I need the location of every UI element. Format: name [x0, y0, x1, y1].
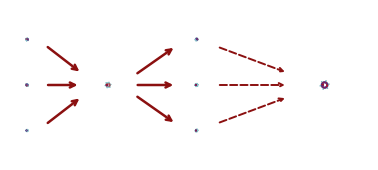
- Ellipse shape: [323, 87, 324, 88]
- Ellipse shape: [325, 82, 326, 83]
- Ellipse shape: [325, 87, 326, 88]
- Ellipse shape: [322, 85, 323, 86]
- Ellipse shape: [322, 83, 323, 84]
- Ellipse shape: [322, 84, 323, 85]
- Ellipse shape: [324, 82, 325, 83]
- Ellipse shape: [106, 85, 107, 86]
- Ellipse shape: [326, 86, 327, 87]
- Ellipse shape: [322, 86, 323, 87]
- Ellipse shape: [322, 84, 323, 85]
- Ellipse shape: [324, 87, 325, 88]
- Ellipse shape: [323, 82, 324, 83]
- Ellipse shape: [326, 83, 327, 84]
- Ellipse shape: [107, 84, 108, 85]
